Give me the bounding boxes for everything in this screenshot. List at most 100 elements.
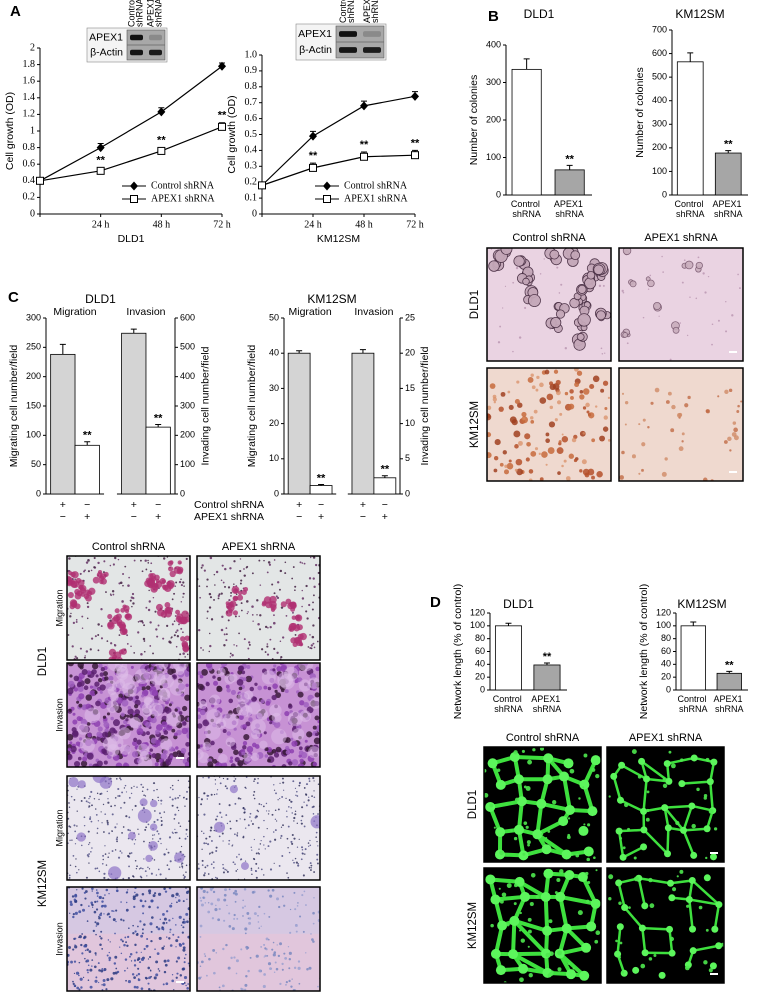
network-node [617, 797, 624, 804]
cell [155, 960, 158, 963]
cell [157, 797, 159, 799]
cluster-cell [120, 629, 127, 636]
cell [77, 832, 86, 841]
cell [171, 894, 174, 897]
cell [103, 979, 106, 982]
cell [279, 865, 281, 867]
condition-sign: + [382, 511, 388, 523]
cell [232, 927, 235, 930]
cell [124, 566, 126, 568]
cell [225, 944, 227, 946]
row-label: DLD1 [469, 290, 481, 319]
cluster-cell [107, 614, 112, 619]
cell [236, 959, 239, 962]
cell [212, 675, 215, 678]
cell [139, 920, 141, 922]
cell [203, 890, 206, 893]
cell [224, 568, 226, 570]
cluster-cell [78, 585, 83, 590]
cell [126, 902, 127, 903]
cell [173, 593, 175, 595]
y-tick-label: 5 [405, 453, 410, 463]
cell [256, 877, 258, 879]
cell [235, 778, 237, 780]
cell [236, 918, 238, 920]
cell [201, 831, 202, 832]
cell [145, 870, 147, 872]
error-bar [60, 344, 66, 354]
y-tick-label: 600 [652, 48, 667, 58]
significance: ** [565, 153, 574, 165]
micrograph [66, 886, 191, 992]
cell [74, 973, 75, 974]
cell [236, 820, 238, 822]
cell [295, 811, 296, 812]
cell [176, 666, 185, 675]
cell [100, 672, 104, 676]
y-tick-label: 300 [26, 312, 41, 322]
cell [264, 947, 266, 949]
cell [292, 759, 299, 766]
cell [297, 865, 299, 867]
cell [247, 970, 249, 972]
network-node [562, 849, 572, 859]
cell [80, 978, 83, 981]
bar [288, 353, 310, 494]
cell [72, 645, 74, 647]
cell [182, 943, 185, 946]
cell [530, 420, 534, 424]
cell [103, 671, 108, 676]
cell [237, 835, 239, 837]
network-node [704, 874, 711, 881]
cell [260, 699, 264, 703]
cell [88, 570, 90, 572]
cell [266, 643, 268, 645]
cell [603, 381, 608, 386]
cell [521, 938, 525, 942]
cell [132, 593, 134, 595]
cell [132, 597, 134, 599]
cell [281, 796, 283, 798]
cell [229, 888, 231, 890]
cell [221, 816, 223, 818]
cell [729, 389, 732, 392]
y-axis-label: Number of colonies [634, 67, 646, 157]
cell [82, 705, 86, 709]
cell [113, 563, 115, 565]
cell [536, 376, 539, 379]
y-tick-label: 100 [26, 430, 41, 440]
cell [176, 977, 178, 979]
cell [297, 847, 298, 848]
cell [235, 870, 237, 872]
cell [201, 669, 208, 676]
cell [170, 755, 173, 758]
bar [555, 170, 584, 195]
x-tick-label: APEX1 shRNA [714, 694, 746, 714]
cell [140, 935, 143, 938]
cell [157, 952, 160, 955]
cell [114, 956, 117, 959]
cell [561, 465, 564, 468]
y-tick-label: 700 [652, 24, 667, 34]
significance: ** [381, 464, 390, 476]
cell [292, 834, 294, 836]
cell [236, 973, 238, 975]
cell [148, 609, 150, 611]
cell [93, 930, 95, 932]
cell [77, 810, 78, 811]
cell [153, 597, 154, 598]
cell [104, 894, 106, 896]
cell [208, 776, 210, 778]
cell [233, 644, 234, 645]
cell [102, 859, 103, 860]
cell [129, 797, 131, 799]
cell [228, 912, 230, 914]
significance: ** [724, 139, 733, 151]
cell [201, 567, 203, 569]
cell [308, 842, 310, 844]
panel-letter: A [10, 3, 21, 20]
cell [261, 804, 262, 805]
cell [663, 784, 667, 788]
cell [198, 701, 207, 710]
cell [528, 946, 530, 948]
